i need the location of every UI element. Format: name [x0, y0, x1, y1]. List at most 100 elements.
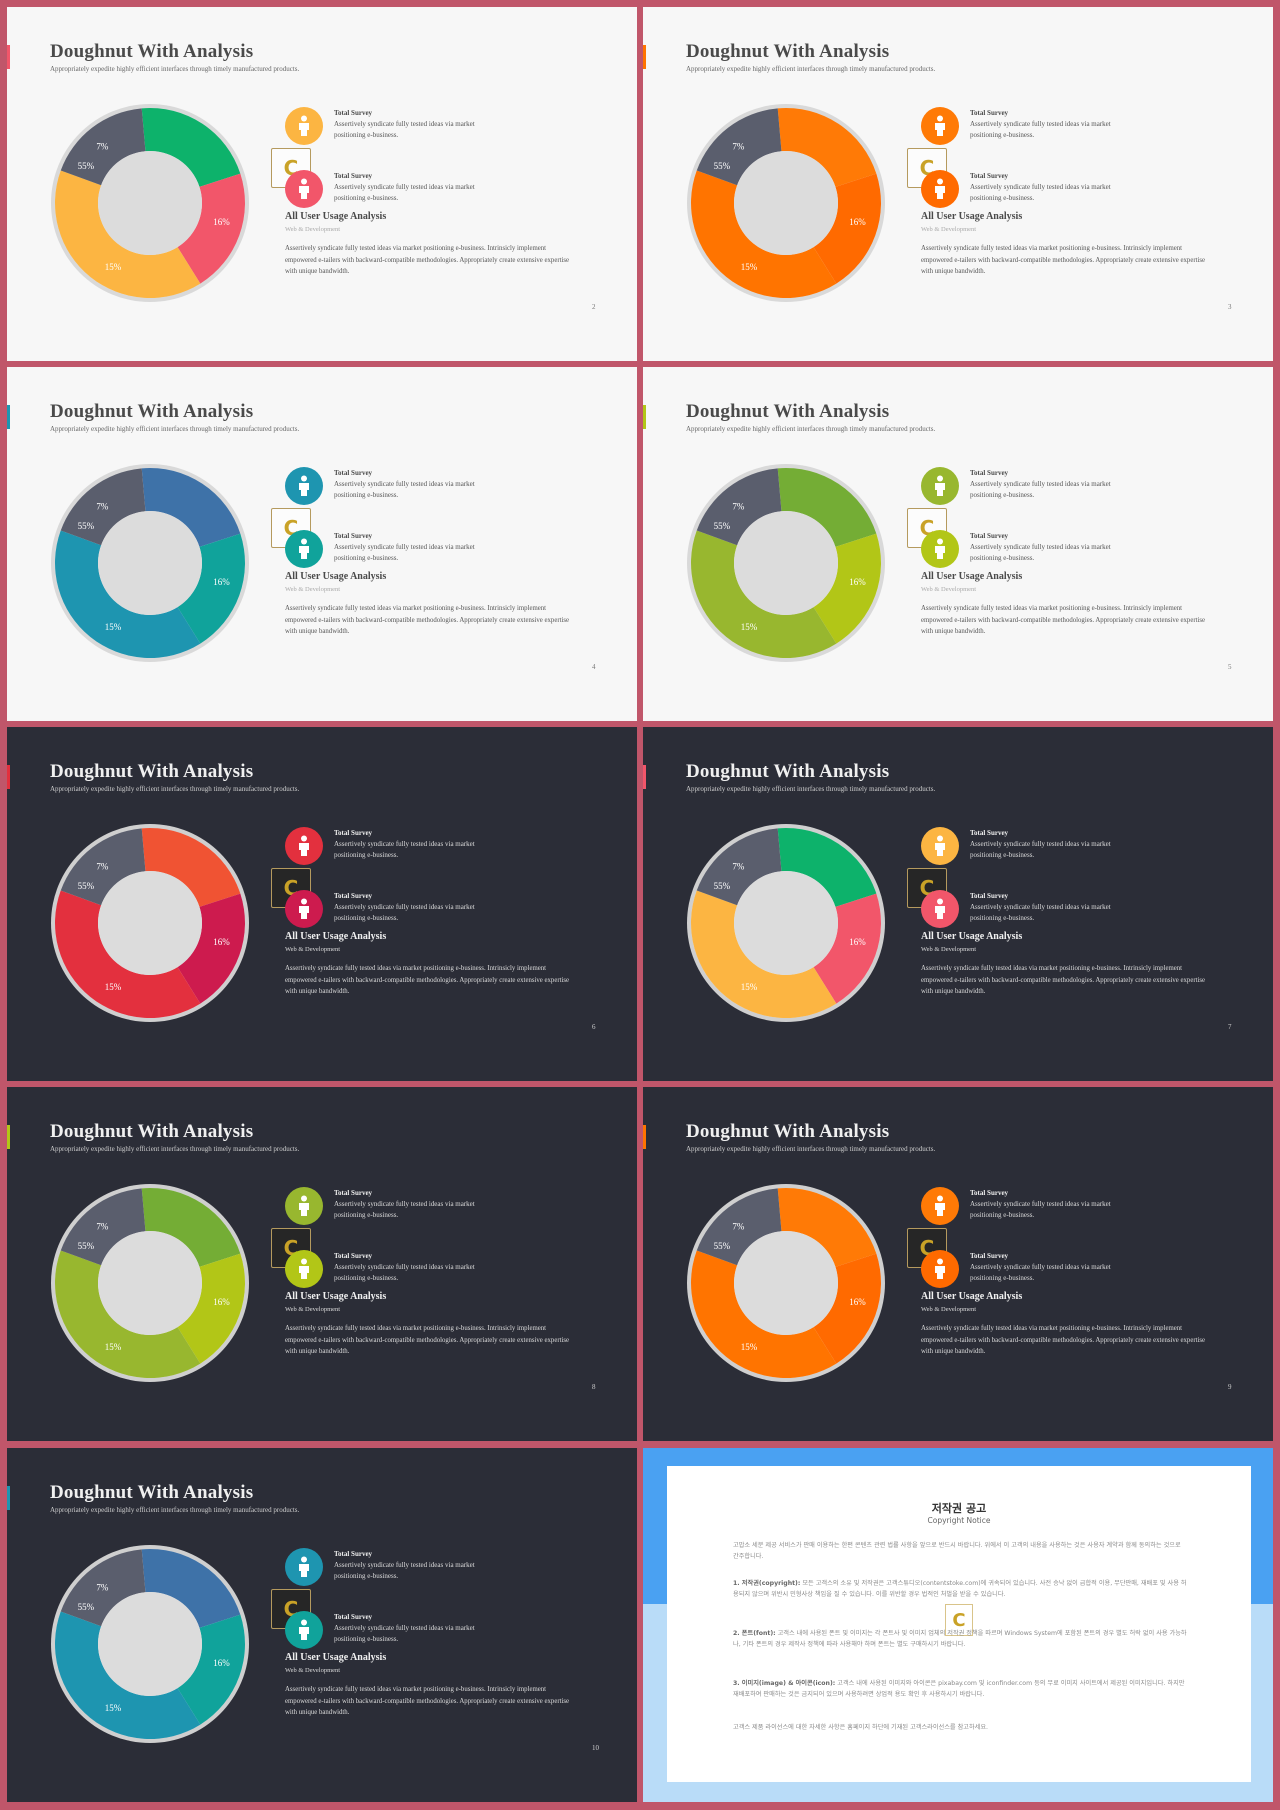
doughnut-chart: 55% 16% 15% 7%	[686, 1183, 886, 1383]
segment-label: 15%	[105, 982, 122, 992]
segment-label: 7%	[96, 141, 109, 151]
segment-label: 16%	[213, 217, 230, 227]
slide[interactable]: Doughnut With Analysis Appropriately exp…	[643, 7, 1273, 361]
person-head	[301, 115, 307, 122]
doughnut-segment	[691, 530, 837, 658]
doughnut-segment	[60, 828, 146, 906]
person-head	[301, 898, 307, 905]
person-glyph	[299, 835, 309, 856]
segment-label: 16%	[213, 1297, 230, 1307]
segment-label: 16%	[213, 1658, 230, 1668]
doughnut-segment	[54, 530, 201, 658]
slide[interactable]: Doughnut With Analysis Appropriately exp…	[7, 367, 637, 721]
person-head	[301, 178, 307, 185]
person-glyph	[299, 178, 309, 199]
segment-label: 7%	[732, 1221, 745, 1231]
analysis-text: Assertively syndicate fully tested ideas…	[285, 605, 570, 635]
segment-label: 16%	[849, 577, 866, 587]
person-body	[935, 1203, 945, 1216]
slide[interactable]: Doughnut With Analysis Appropriately exp…	[643, 1087, 1273, 1441]
segment-label: 15%	[105, 262, 122, 272]
copyright-slide[interactable]: 저작권 공고 Copyright Notice 고맙소 세분 제공 서비스가 판…	[643, 1448, 1273, 1802]
person-icon	[285, 1548, 323, 1586]
segment-label: 55%	[78, 521, 95, 531]
doughnut-segment	[777, 828, 877, 907]
person-icon	[285, 530, 323, 568]
person-glyph	[935, 1258, 945, 1279]
analysis-subtitle: Web & Development	[285, 1667, 341, 1674]
analysis-subtitle: Web & Development	[285, 1306, 341, 1313]
person-head	[937, 475, 943, 482]
doughnut-segment	[141, 828, 241, 907]
doughnut-hole	[98, 871, 202, 975]
survey-label: Total Survey	[334, 1613, 373, 1621]
doughnut-hole	[734, 1231, 838, 1335]
doughnut-segment	[177, 1253, 246, 1364]
survey-label: Total Survey	[970, 469, 1009, 477]
doughnut-segment	[691, 890, 837, 1018]
doughnut-hole	[98, 151, 202, 255]
slide[interactable]: Doughnut With Analysis Appropriately exp…	[7, 7, 637, 361]
page-number: 10	[592, 1744, 599, 1752]
slide-title: Doughnut With Analysis	[50, 761, 254, 782]
doughnut-svg: 55% 16% 15% 7%	[51, 464, 249, 662]
doughnut-svg: 55% 16% 15% 7%	[687, 824, 885, 1022]
doughnut-segment	[60, 1188, 146, 1266]
page-number: 9	[1228, 1383, 1232, 1391]
copyright-p3: 3. 이미지(image) & 아이콘(icon): 고객스 내에 사용된 이미…	[733, 1678, 1188, 1700]
analysis-text: Assertively syndicate fully tested ideas…	[921, 965, 1206, 995]
analysis-subtitle: Web & Development	[285, 586, 341, 593]
slide-title: Doughnut With Analysis	[50, 41, 254, 62]
survey-text: Assertively syndicate fully tested ideas…	[334, 1200, 475, 1219]
survey-text: Assertively syndicate fully tested ideas…	[334, 543, 475, 562]
person-icon	[285, 467, 323, 505]
page-number: 5	[1228, 663, 1232, 671]
person-head	[937, 178, 943, 185]
slide-subtitle: Appropriately expedite highly efficient …	[50, 425, 300, 433]
person-glyph	[935, 835, 945, 856]
slide[interactable]: Doughnut With Analysis Appropriately exp…	[643, 727, 1273, 1081]
person-body	[935, 546, 945, 559]
doughnut-hole	[734, 151, 838, 255]
survey-item-2: Total Survey Assertively syndicate fully…	[921, 530, 1181, 570]
person-glyph	[299, 1195, 309, 1216]
doughnut-segment	[141, 1549, 241, 1628]
person-head	[937, 115, 943, 122]
doughnut-segment	[813, 893, 881, 1004]
slide[interactable]: Doughnut With Analysis Appropriately exp…	[7, 1448, 637, 1802]
person-head	[301, 475, 307, 482]
person-body	[299, 1564, 309, 1577]
page-number: 4	[592, 663, 596, 671]
slide-subtitle: Appropriately expedite highly efficient …	[686, 65, 936, 73]
segment-label: 15%	[741, 982, 758, 992]
doughnut-segment	[813, 1253, 881, 1364]
survey-text: Assertively syndicate fully tested ideas…	[334, 840, 475, 859]
segment-label: 16%	[213, 577, 230, 587]
doughnut-segment	[54, 170, 201, 298]
slide[interactable]: Doughnut With Analysis Appropriately exp…	[643, 367, 1273, 721]
slide[interactable]: Doughnut With Analysis Appropriately exp…	[7, 727, 637, 1081]
copyright-p1-text: 모든 고객스의 소유 및 저작권은 고객스튜디오(contentstoke.co…	[733, 1580, 1187, 1598]
person-head	[301, 538, 307, 545]
doughnut-segment	[54, 1250, 201, 1378]
person-body	[935, 123, 945, 136]
slide-subtitle: Appropriately expedite highly efficient …	[50, 785, 300, 793]
survey-label: Total Survey	[334, 172, 373, 180]
segment-label: 15%	[741, 622, 758, 632]
survey-text: Assertively syndicate fully tested ideas…	[970, 480, 1111, 499]
person-head	[301, 1258, 307, 1265]
person-head	[937, 1195, 943, 1202]
copyright-p3-label: 3. 이미지(image) & 아이콘(icon):	[733, 1680, 836, 1687]
survey-item-2: Total Survey Assertively syndicate fully…	[921, 890, 1181, 930]
person-glyph	[935, 115, 945, 136]
survey-label: Total Survey	[970, 1252, 1009, 1260]
doughnut-segment	[141, 108, 241, 187]
person-glyph	[299, 1556, 309, 1577]
doughnut-segment	[177, 1614, 246, 1725]
segment-label: 15%	[741, 1342, 758, 1352]
survey-label: Total Survey	[970, 109, 1009, 117]
copyright-card: 저작권 공고 Copyright Notice 고맙소 세분 제공 서비스가 판…	[667, 1466, 1251, 1782]
slide-subtitle: Appropriately expedite highly efficient …	[50, 65, 300, 73]
copyright-outro: 고객스 제품 라이선스에 대한 자세한 사항은 홈페이지 하단에 기재된 고객스…	[733, 1724, 989, 1731]
slide[interactable]: Doughnut With Analysis Appropriately exp…	[7, 1087, 637, 1441]
